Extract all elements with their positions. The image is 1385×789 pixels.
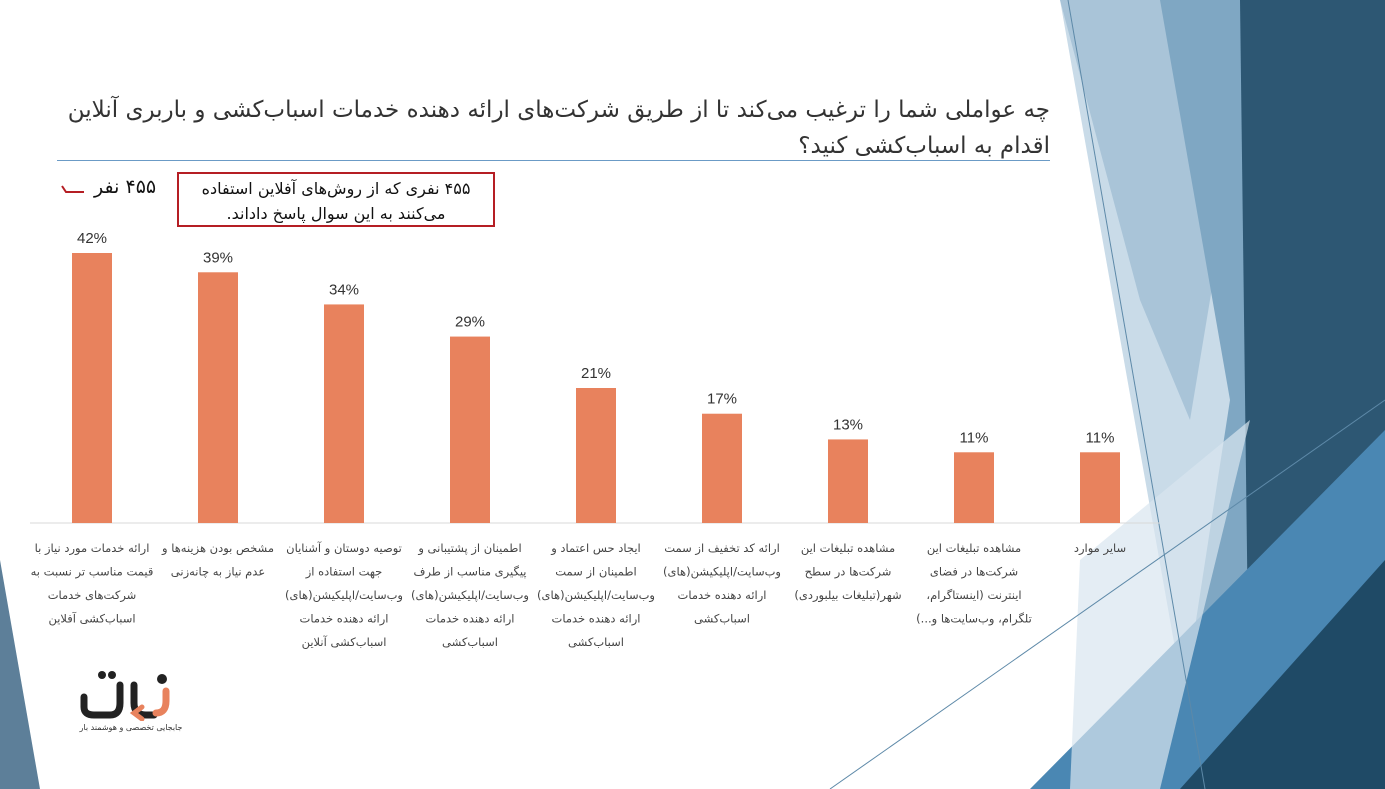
category-label-1: ارائه خدمات مورد نیاز با قیمت مناسب تر نس… (31, 541, 154, 627)
category-label-4: اطمینان از پشتیبانی و پیگیری مناسب از طرف… (411, 541, 529, 649)
bar-4 (450, 336, 490, 523)
logo-mark (80, 671, 170, 722)
bar-value-label-9: 11% (1086, 429, 1115, 446)
bar-5 (576, 388, 616, 523)
bar-value-label-7: 13% (833, 416, 863, 433)
category-label-3: توصیه دوستان و آشنایان جهت استفاده از وب‌س… (285, 541, 403, 650)
bg-shape-left (0, 560, 40, 789)
bar-2 (198, 272, 238, 523)
note-box: ۴۵۵ نفری که از روش‌های آفلاین استفاده می… (177, 172, 495, 227)
logo: جابجایی تخصصی و هوشمند بار (76, 655, 186, 735)
category-label-9: سایر موارد (1074, 541, 1126, 556)
bar-9 (1080, 452, 1120, 523)
bg-line-1 (1067, 0, 1206, 789)
bar-7 (828, 439, 868, 523)
bar-value-label-6: 17% (707, 391, 737, 408)
bar-1 (72, 253, 112, 523)
category-label-5: ایجاد حس اعتماد و اطمینان از سمت وب‌سایت/ا… (537, 541, 655, 649)
logo-tagline: جابجایی تخصصی و هوشمند بار (79, 723, 183, 732)
page-title: چه عواملی شما را ترغیب می‌کند تا از طریق… (67, 97, 1050, 159)
bg-line-2 (829, 399, 1385, 789)
category-label-8: مشاهده تبلیغات این شرکت‌ها در فضای اینترنت… (916, 541, 1032, 627)
bar-value-label-2: 39% (203, 249, 233, 266)
bar-3 (324, 304, 364, 523)
category-label-7: مشاهده تبلیغات این شرکت‌ها در سطح شهر(تبلی… (794, 541, 901, 603)
category-label-6: ارائه کد تخفیف از سمت وب‌سایت/اپلیکیشن(ها… (663, 541, 781, 626)
respondent-count: ۴۵۵ نفر (60, 176, 156, 198)
respondent-count-label: ۴۵۵ نفر (94, 176, 157, 198)
bar-8 (954, 452, 994, 523)
bar-value-label-3: 34% (329, 281, 359, 298)
bar-6 (702, 413, 742, 523)
bar-value-label-4: 29% (455, 314, 485, 331)
bar-value-label-5: 21% (581, 365, 611, 382)
bg-shape-pale (1070, 420, 1250, 789)
bg-shape-navy (1180, 560, 1385, 789)
title-underline (57, 160, 1050, 161)
check-icon (61, 184, 84, 193)
bar-value-label-1: 42% (77, 230, 107, 247)
bar-value-label-8: 11% (960, 429, 989, 446)
category-label-2: مشخص بودن هزینه‌ها و عدم نیاز به چانه‌زنی (161, 541, 274, 580)
